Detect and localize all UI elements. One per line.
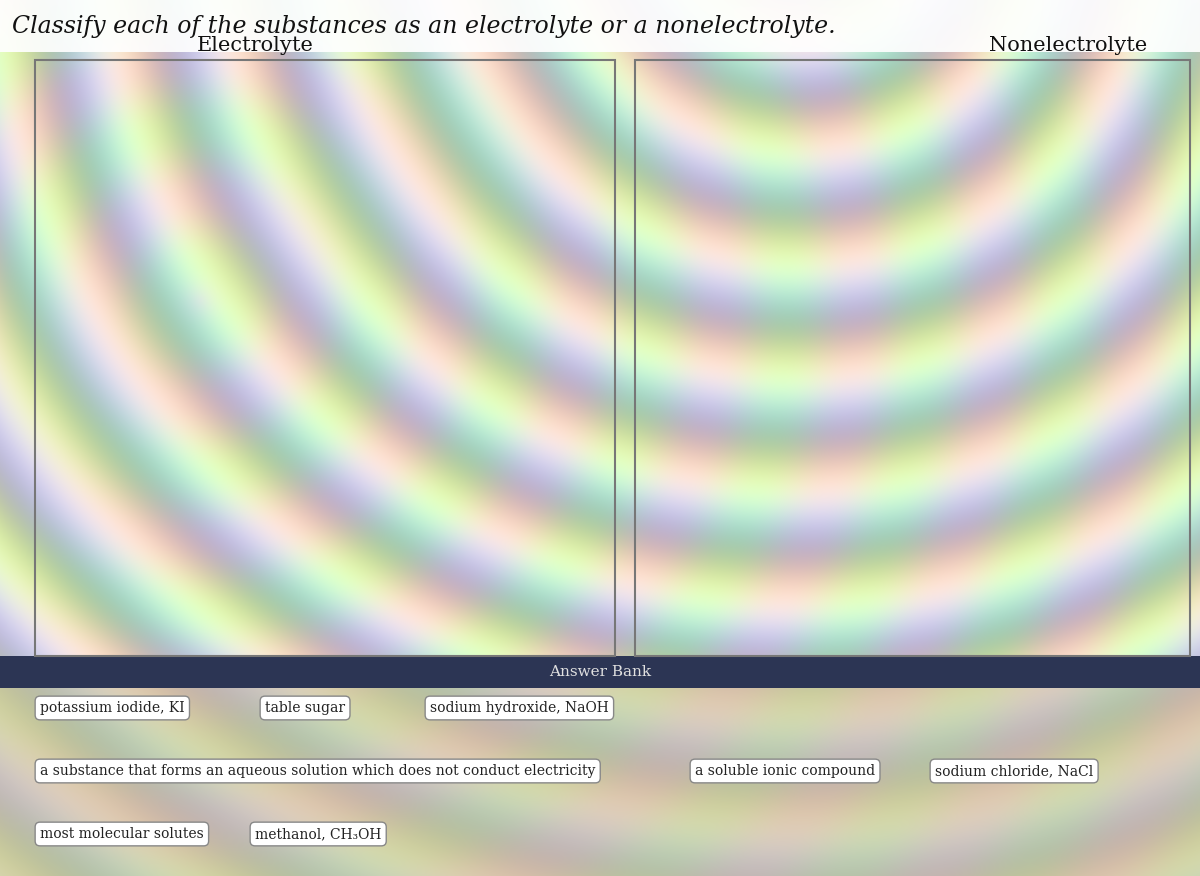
FancyBboxPatch shape	[0, 656, 1200, 688]
Text: a substance that forms an aqueous solution which does not conduct electricity: a substance that forms an aqueous soluti…	[40, 764, 595, 778]
Text: sodium hydroxide, NaOH: sodium hydroxide, NaOH	[430, 701, 608, 715]
Text: sodium chloride, NaCl: sodium chloride, NaCl	[935, 764, 1093, 778]
FancyBboxPatch shape	[0, 688, 1200, 876]
FancyBboxPatch shape	[0, 0, 1200, 52]
Text: Classify each of the substances as an electrolyte or a nonelectrolyte.: Classify each of the substances as an el…	[12, 15, 835, 38]
Text: Nonelectrolyte: Nonelectrolyte	[989, 36, 1147, 55]
Text: table sugar: table sugar	[265, 701, 346, 715]
Text: potassium iodide, KI: potassium iodide, KI	[40, 701, 185, 715]
Text: most molecular solutes: most molecular solutes	[40, 827, 204, 841]
Text: Answer Bank: Answer Bank	[548, 665, 652, 679]
Text: a soluble ionic compound: a soluble ionic compound	[695, 764, 875, 778]
Text: Electrolyte: Electrolyte	[197, 36, 314, 55]
Text: methanol, CH₃OH: methanol, CH₃OH	[256, 827, 382, 841]
